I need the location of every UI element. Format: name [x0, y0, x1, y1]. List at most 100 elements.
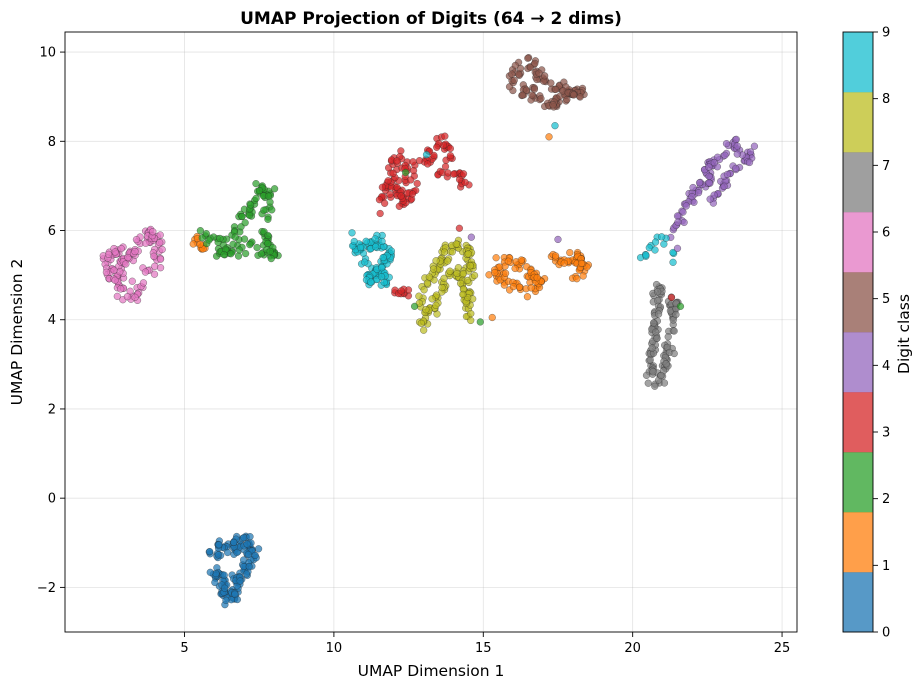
point-digit-4	[689, 183, 697, 192]
point-digit-3	[386, 190, 394, 198]
point-digit-2	[247, 201, 255, 209]
point-digit-2	[402, 168, 410, 177]
point-digit-8	[452, 240, 460, 248]
point-digit-3	[441, 132, 449, 140]
point-digit-3	[378, 183, 386, 191]
point-digit-3	[424, 160, 432, 168]
x-tick-label: 10	[326, 641, 343, 656]
colorbar-tick-label: 8	[882, 92, 890, 107]
point-digit-6	[104, 250, 113, 258]
point-digit-8	[429, 265, 438, 273]
point-digit-8	[459, 269, 467, 278]
point-digit-4	[733, 150, 741, 158]
point-digit-0	[224, 548, 232, 557]
point-digit-4	[710, 159, 718, 167]
point-digit-3	[381, 199, 389, 207]
point-digit-6	[111, 248, 119, 256]
point-digit-7	[657, 371, 665, 380]
point-digit-6	[128, 277, 136, 285]
colorbar-tick-label: 0	[882, 626, 890, 641]
point-digit-2	[235, 246, 243, 254]
colorbar-segment-4	[843, 332, 873, 393]
point-digit-0	[211, 578, 219, 587]
point-digit-7	[649, 319, 658, 327]
point-digit-2	[676, 302, 685, 310]
colorbar-tick-label: 3	[882, 426, 890, 441]
point-digit-7	[652, 328, 660, 336]
point-digit-4	[713, 153, 722, 161]
point-digit-8	[420, 326, 428, 334]
point-digit-8	[470, 271, 479, 280]
point-digit-4	[733, 142, 741, 150]
point-digit-8	[417, 319, 425, 327]
colorbar-segment-0	[843, 572, 873, 633]
y-axis-label: UMAP Dimension 2	[8, 259, 26, 406]
point-digit-9	[377, 273, 386, 281]
point-digit-4	[705, 172, 713, 180]
point-digit-9	[669, 258, 677, 266]
point-digit-2	[476, 318, 484, 326]
point-digit-5	[552, 85, 560, 94]
point-digit-2	[252, 194, 260, 202]
point-digit-6	[117, 285, 125, 293]
point-digit-7	[662, 360, 670, 368]
point-digit-1	[509, 283, 518, 291]
point-digit-1	[533, 274, 541, 282]
x-tick-label: 25	[774, 641, 791, 656]
point-digit-5	[515, 70, 523, 78]
point-digit-6	[102, 268, 111, 276]
point-digit-9	[372, 243, 380, 251]
point-digit-3	[667, 293, 676, 302]
colorbar-tick-label: 9	[882, 26, 890, 41]
point-digit-0	[214, 551, 222, 559]
colorbar-segment-7	[843, 152, 873, 213]
point-digit-0	[206, 568, 214, 576]
point-digit-5	[522, 86, 531, 94]
point-digit-6	[110, 266, 118, 274]
point-digit-2	[231, 233, 239, 241]
point-digit-3	[433, 143, 441, 151]
point-digit-2	[202, 230, 210, 238]
point-digit-7	[653, 334, 661, 342]
point-digit-9	[348, 229, 356, 237]
point-digit-3	[409, 158, 417, 166]
point-digit-9	[642, 251, 650, 259]
point-digit-2	[264, 231, 272, 240]
point-digit-2	[196, 227, 204, 235]
point-digit-4	[673, 212, 682, 220]
point-digit-7	[672, 310, 680, 319]
y-tick-label: −2	[37, 581, 56, 596]
point-digit-9	[362, 237, 370, 245]
point-digit-9	[551, 122, 559, 130]
point-digit-0	[243, 540, 251, 548]
point-digit-8	[457, 279, 465, 287]
point-digit-9	[651, 246, 659, 254]
point-digit-1	[566, 248, 574, 257]
point-digit-5	[549, 101, 557, 109]
point-digit-4	[554, 235, 562, 244]
point-digit-1	[545, 133, 553, 141]
point-digit-5	[563, 95, 571, 104]
colorbar-tick-label: 2	[882, 492, 890, 507]
point-digit-8	[444, 257, 452, 265]
point-digit-8	[438, 283, 446, 292]
point-digit-2	[253, 243, 261, 252]
point-digit-8	[423, 279, 431, 287]
x-tick-label: 20	[624, 641, 641, 656]
point-digit-2	[234, 252, 243, 260]
point-digit-6	[122, 260, 130, 268]
point-digit-3	[389, 169, 397, 177]
point-digit-5	[518, 91, 527, 99]
point-digit-2	[241, 219, 249, 227]
point-digit-6	[141, 268, 150, 276]
scatter-points	[99, 54, 759, 609]
point-digit-9	[387, 247, 396, 255]
y-tick-label: 2	[48, 402, 56, 417]
point-digit-0	[242, 570, 251, 578]
point-digit-0	[240, 534, 248, 542]
point-digit-7	[649, 368, 657, 376]
point-digit-2	[410, 302, 419, 310]
point-digit-4	[732, 164, 740, 172]
point-digit-0	[222, 596, 230, 604]
